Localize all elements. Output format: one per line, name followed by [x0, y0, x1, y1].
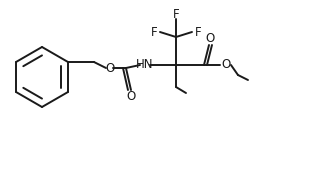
- Text: O: O: [221, 59, 230, 72]
- Text: O: O: [205, 33, 215, 45]
- Text: F: F: [195, 25, 201, 39]
- Text: F: F: [151, 25, 157, 39]
- Text: O: O: [105, 61, 115, 75]
- Text: F: F: [173, 7, 179, 21]
- Text: O: O: [126, 90, 136, 104]
- Text: HN: HN: [136, 59, 154, 72]
